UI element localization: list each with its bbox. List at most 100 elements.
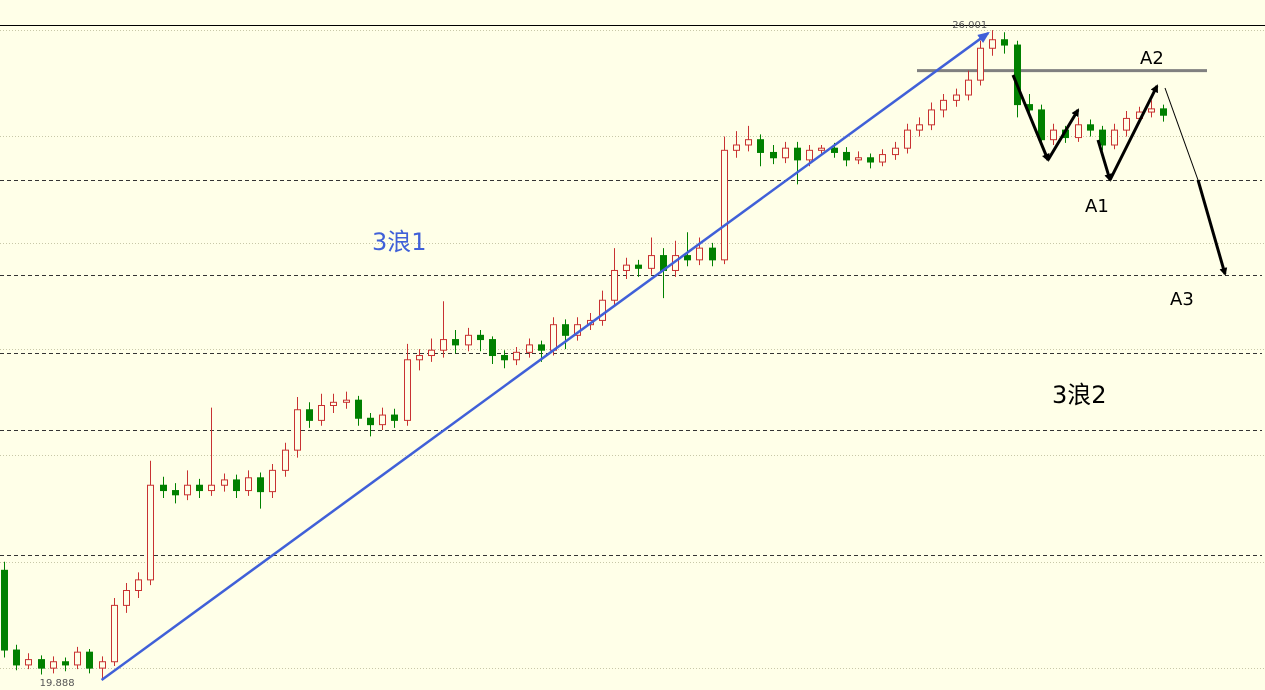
candle-body xyxy=(977,47,984,81)
candle-body xyxy=(416,355,423,361)
candle-body xyxy=(928,109,935,126)
candle-body xyxy=(940,99,947,111)
candle-body xyxy=(196,484,203,492)
wave-label: A3 xyxy=(1170,289,1194,310)
candle-body xyxy=(806,149,813,161)
candle-body xyxy=(1099,129,1106,146)
candle-body xyxy=(879,154,886,163)
candle-body xyxy=(1160,108,1167,116)
candle-body xyxy=(635,264,642,269)
candle-body xyxy=(379,414,386,426)
candle-body xyxy=(50,661,57,669)
candle-body xyxy=(904,129,911,149)
candle-body xyxy=(452,339,459,346)
candle-body xyxy=(440,339,447,351)
wave-label: A1 xyxy=(1085,196,1109,217)
candle-body xyxy=(99,661,106,669)
candle-body xyxy=(989,39,996,49)
candle-body xyxy=(282,449,289,471)
candle-body xyxy=(1038,109,1045,141)
candle-body xyxy=(172,490,179,496)
candle-body xyxy=(855,157,862,161)
wave-arrow xyxy=(1046,108,1080,161)
wave-line xyxy=(100,31,990,682)
candle-body xyxy=(648,255,655,269)
candle-body xyxy=(831,147,838,153)
candle-body xyxy=(953,94,960,101)
candle-body xyxy=(257,477,264,493)
candle-body xyxy=(245,477,252,492)
candle-body xyxy=(892,147,899,156)
wave-arrow xyxy=(1096,139,1113,182)
low-label: 19.888 xyxy=(40,678,75,689)
candle-body xyxy=(489,339,496,357)
high-label: 26.001 xyxy=(952,20,987,31)
candle-body xyxy=(1123,117,1130,131)
candle-body xyxy=(391,414,398,421)
wave-arrow xyxy=(1108,84,1159,181)
candle-body xyxy=(513,351,520,361)
candle-body xyxy=(818,147,825,151)
wave-label: 3浪2 xyxy=(1052,381,1107,409)
overlay xyxy=(1011,74,1228,276)
candle-body xyxy=(965,79,972,96)
candle-body xyxy=(355,399,362,419)
candle-body xyxy=(111,604,118,663)
candle-body xyxy=(867,157,874,163)
wave-label: A2 xyxy=(1140,48,1164,69)
candle-body xyxy=(782,147,789,159)
candle-body xyxy=(1014,44,1021,106)
candle-body xyxy=(550,324,557,351)
candle-body xyxy=(696,247,703,261)
wave-label: 3浪1 xyxy=(372,228,427,256)
candle-body xyxy=(623,264,630,271)
candle-body xyxy=(770,151,777,159)
candle-body xyxy=(733,144,740,151)
candle-body xyxy=(1050,129,1057,141)
candle-body xyxy=(367,417,374,426)
wave-arrow xyxy=(1196,179,1228,276)
candle-body xyxy=(147,484,154,581)
candle-body xyxy=(184,484,191,496)
candle-body xyxy=(538,344,545,351)
candle-body xyxy=(611,269,618,301)
grid xyxy=(0,30,1265,669)
candle-body xyxy=(745,139,752,146)
candle-body xyxy=(294,409,301,451)
candle-body xyxy=(208,484,215,492)
candle-body xyxy=(1,569,8,651)
candle-body xyxy=(123,590,130,606)
candle-body xyxy=(843,151,850,161)
candle-body xyxy=(599,299,606,321)
candle-body xyxy=(330,401,337,406)
candle-body xyxy=(62,661,69,666)
candle-body xyxy=(757,139,764,153)
candle-body xyxy=(684,255,691,261)
candle-body xyxy=(721,149,728,261)
candle-body xyxy=(343,399,350,403)
candle-body xyxy=(13,649,20,666)
candle-body xyxy=(562,324,569,336)
candle-body xyxy=(38,659,45,669)
candle-body xyxy=(1148,108,1155,113)
candle-body xyxy=(404,359,411,421)
candle-body xyxy=(86,651,93,669)
candle-body xyxy=(318,404,325,421)
candle-body xyxy=(465,334,472,346)
candle-body xyxy=(526,344,533,353)
candle-body xyxy=(74,651,81,666)
candles xyxy=(1,30,1167,681)
wave-arrow xyxy=(1011,74,1050,162)
candle-body xyxy=(1087,124,1094,131)
candle-body xyxy=(160,484,167,492)
candle-body xyxy=(221,479,228,486)
candle-body xyxy=(1075,124,1082,139)
candle-body xyxy=(306,409,313,421)
candle-body xyxy=(269,469,276,493)
candle-body xyxy=(233,479,240,492)
candle-body xyxy=(501,355,508,361)
candle-body xyxy=(1111,129,1118,146)
candle-body xyxy=(1001,39,1008,46)
